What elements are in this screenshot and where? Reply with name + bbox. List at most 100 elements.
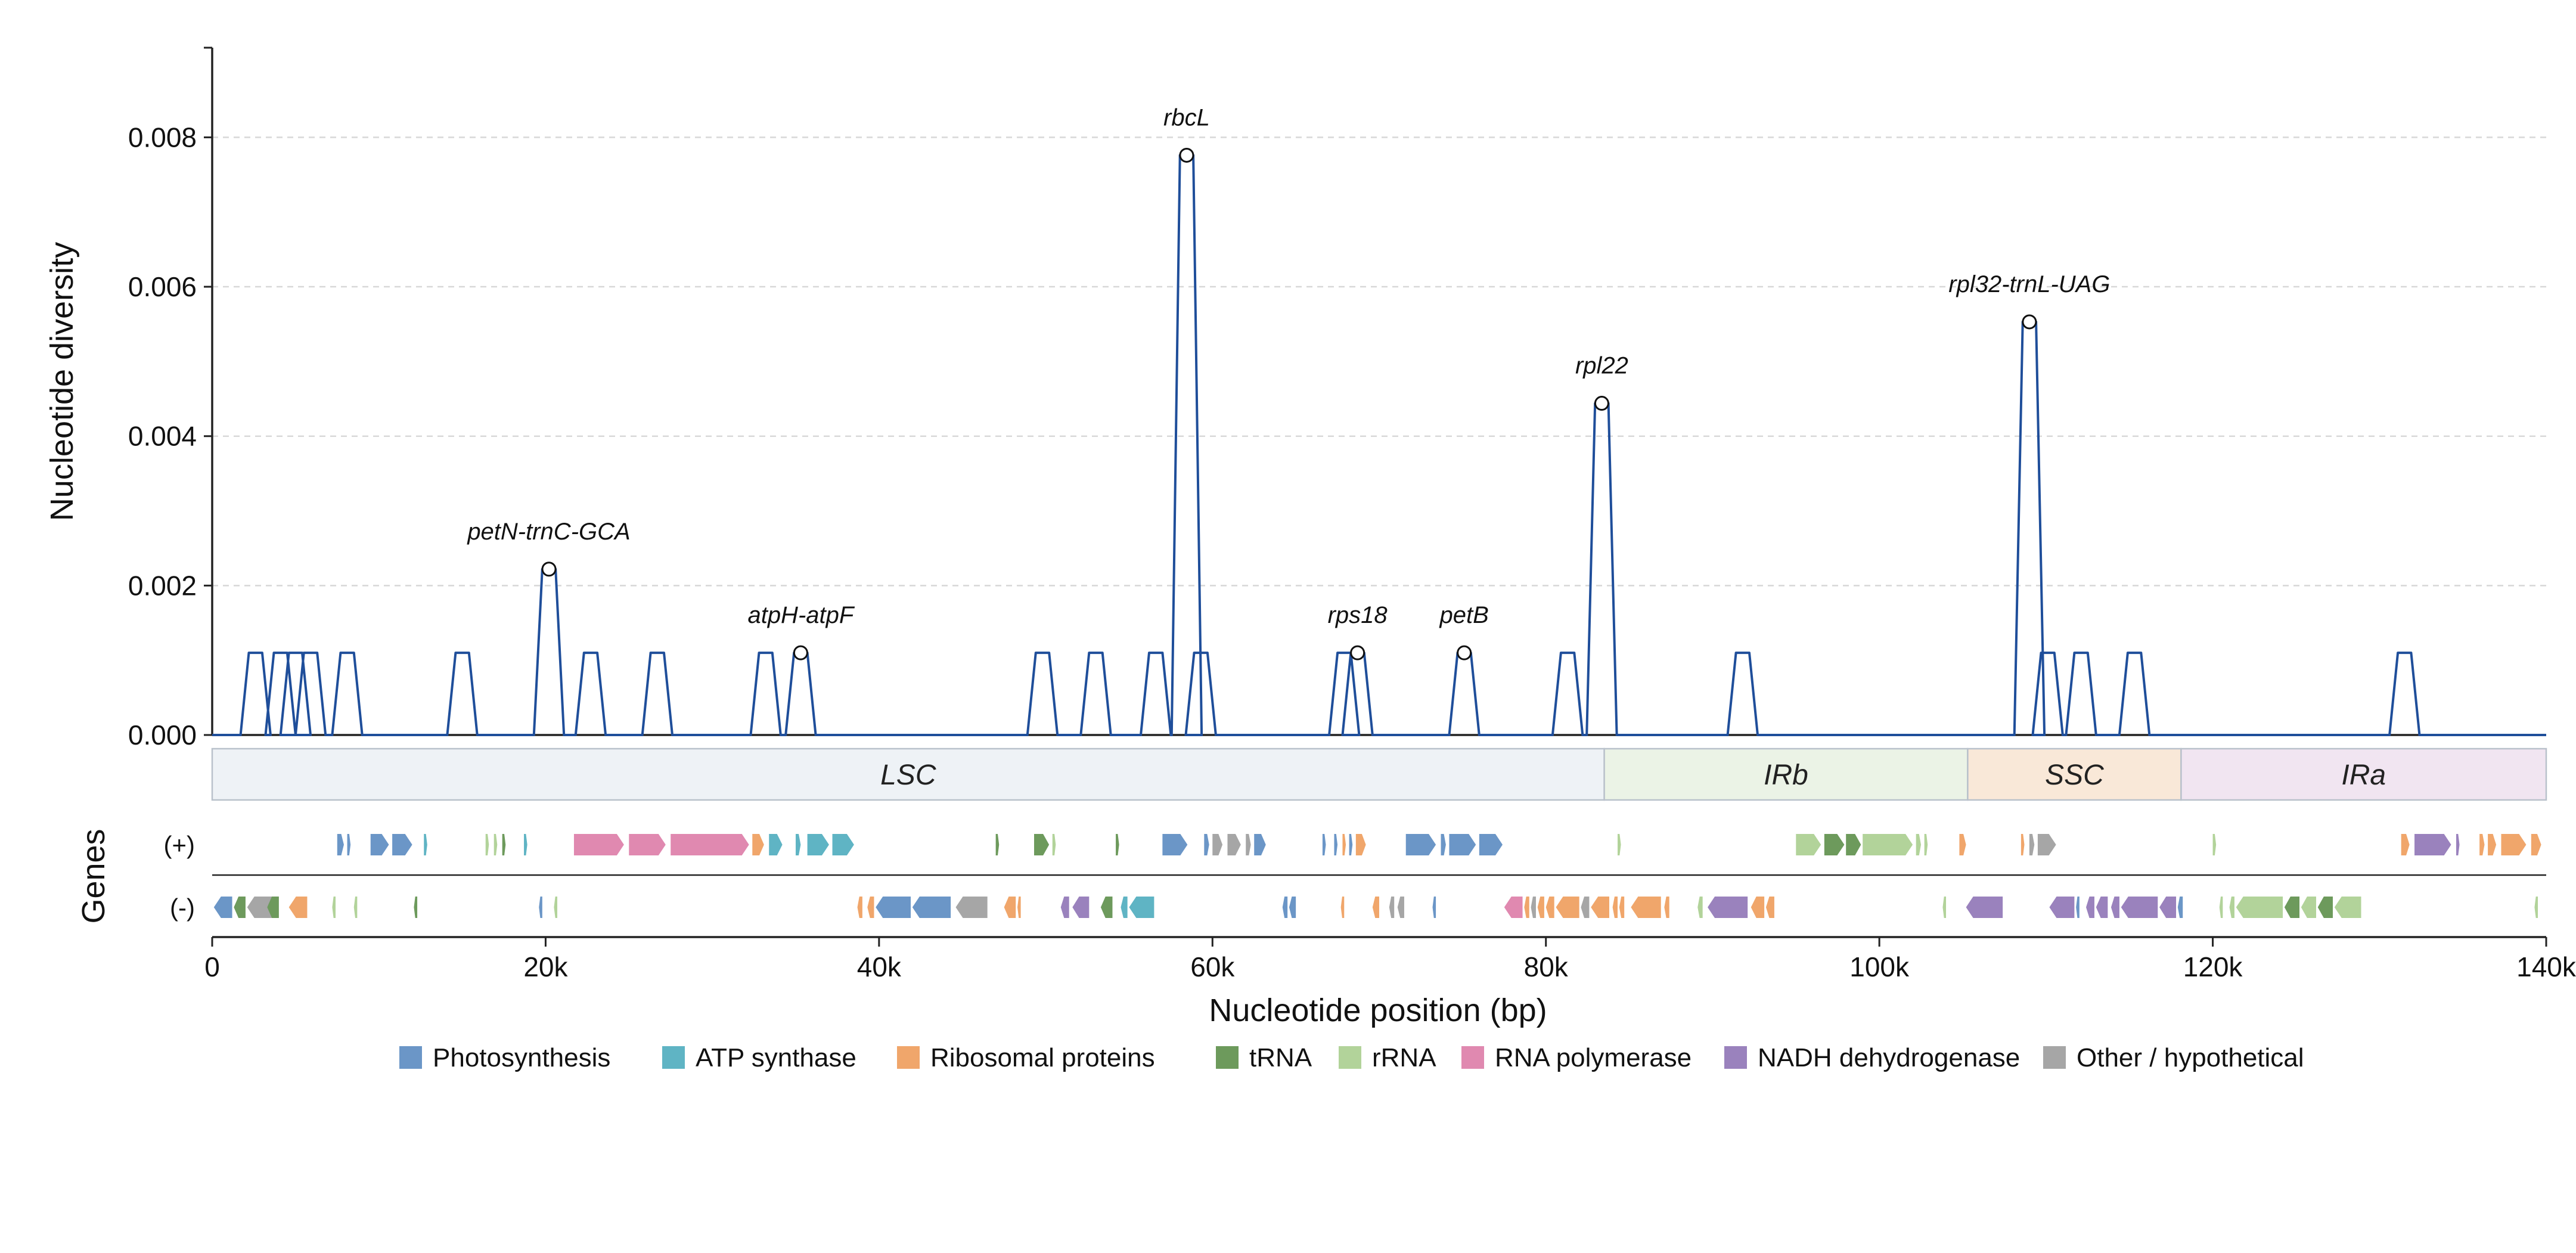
- gene-plus: [1824, 834, 1845, 855]
- gene-minus: [955, 897, 988, 918]
- gene-minus: [213, 897, 232, 918]
- gene-minus: [1432, 897, 1436, 918]
- region-label: SSC: [2045, 759, 2104, 791]
- y-tick-label: 0.002: [128, 570, 197, 601]
- x-axis-title: Nucleotide position (bp): [1209, 993, 1547, 1028]
- gene-minus: [1524, 897, 1529, 918]
- gene-plus: [1796, 834, 1821, 855]
- gene-plus: [629, 834, 666, 855]
- gene-plus: [1846, 834, 1861, 855]
- peak-marker: [1457, 645, 1472, 660]
- gene-minus: [1631, 897, 1661, 918]
- gene-minus: [2159, 897, 2177, 918]
- gene-plus: [392, 834, 412, 855]
- peak-marker: [1594, 396, 1609, 411]
- gene-plus: [2401, 834, 2410, 855]
- gene-minus: [539, 897, 542, 918]
- peak-label: atpH-atpF: [747, 602, 855, 628]
- gene-plus: [2479, 834, 2485, 855]
- gene-plus: [2501, 834, 2527, 855]
- peak-annotations: petN-trnC-GCA atpH-atpF rbcL rps18 petB rpl22…: [467, 104, 2110, 660]
- gene-plus: [2531, 834, 2541, 855]
- peak-label: rps18: [1328, 602, 1388, 628]
- gene-minus: [1545, 897, 1554, 918]
- y-axis-title: Nucleotide diversity: [44, 242, 80, 521]
- gene-plus: [2021, 834, 2025, 855]
- gene-minus: [1765, 897, 1774, 918]
- gene-minus: [2301, 897, 2316, 918]
- gene-minus: [2534, 897, 2538, 918]
- peak-label: rpl22: [1575, 353, 1628, 379]
- y-tick-label: 0.004: [128, 421, 197, 452]
- x-tick-label: 80k: [1524, 951, 1569, 982]
- x-tick-label: 20k: [523, 951, 568, 982]
- legend-label: NADH dehydrogenase: [1758, 1043, 2020, 1072]
- gene-minus: [1664, 897, 1669, 918]
- gene-minus: [1612, 897, 1618, 918]
- gene-plus: [1246, 834, 1251, 855]
- gene-minus: [267, 897, 279, 918]
- x-tick-label: 0: [204, 951, 220, 982]
- y-tick-label: 0.000: [128, 719, 197, 750]
- legend-label: ATP synthase: [696, 1043, 856, 1072]
- gene-plus: [424, 834, 427, 855]
- gene-minus: [1100, 897, 1113, 918]
- gene-plus: [2456, 834, 2460, 855]
- gene-minus: [2049, 897, 2075, 918]
- gene-plus: [1342, 834, 1346, 855]
- gene-plus: [2029, 834, 2035, 855]
- region-ira: [2180, 748, 2547, 801]
- gene-minus: [1289, 897, 1296, 918]
- gene-minus: [332, 897, 336, 918]
- legend-swatch: [399, 1046, 422, 1069]
- legend-label: Other / hypothetical: [2077, 1043, 2304, 1072]
- region-irb: [1603, 748, 1969, 801]
- gene-minus: [414, 897, 418, 918]
- gene-minus: [1751, 897, 1765, 918]
- gene-minus: [288, 897, 308, 918]
- legend-label: rRNA: [1372, 1043, 1436, 1072]
- gene-minus: [2111, 897, 2119, 918]
- gene-plus: [1617, 834, 1621, 855]
- gene-plus: [1334, 834, 1338, 855]
- gene-plus: [347, 834, 351, 855]
- x-tick-label: 100k: [1849, 951, 1910, 982]
- gene-minus: [1708, 897, 1748, 918]
- gene-plus: [995, 834, 1000, 855]
- gene-minus: [1942, 897, 1947, 918]
- gene-plus: [524, 834, 527, 855]
- gene-plus: [1254, 834, 1266, 855]
- legend-swatch: [1724, 1046, 1747, 1069]
- gene-minus: [1697, 897, 1703, 918]
- y-tick-label: 0.008: [128, 122, 197, 153]
- gene-minus: [1072, 897, 1090, 918]
- gene-plus: [752, 834, 764, 855]
- gene-plus: [2414, 834, 2451, 855]
- legend-label: Photosynthesis: [433, 1043, 610, 1072]
- gene-minus: [2177, 897, 2183, 918]
- gene-minus: [2076, 897, 2080, 918]
- gene-minus: [1581, 897, 1590, 918]
- gene-plus: [1355, 834, 1366, 855]
- x-tick-label: 40k: [857, 951, 902, 982]
- legend-label: tRNA: [1249, 1043, 1312, 1072]
- gene-plus: [1959, 834, 1966, 855]
- gene-plus: [1924, 834, 1928, 855]
- gene-plus: [796, 834, 801, 855]
- gene-minus: [234, 897, 246, 918]
- peak-label: petN-trnC-GCA: [467, 519, 630, 545]
- genes-axis-label: Genes: [76, 829, 111, 923]
- peak-marker: [541, 562, 557, 577]
- gene-minus: [2334, 897, 2361, 918]
- gene-minus: [1966, 897, 2003, 918]
- peak-label: petB: [1439, 602, 1489, 628]
- gene-minus: [2284, 897, 2300, 918]
- legend-swatch: [1461, 1046, 1484, 1069]
- diversity-series: [212, 154, 2546, 736]
- region-label: IRa: [2341, 759, 2386, 791]
- gene-minus: [1531, 897, 1536, 918]
- gene-minus: [1537, 897, 1544, 918]
- gene-plus: [1441, 834, 1446, 855]
- gene-minus: [2121, 897, 2158, 918]
